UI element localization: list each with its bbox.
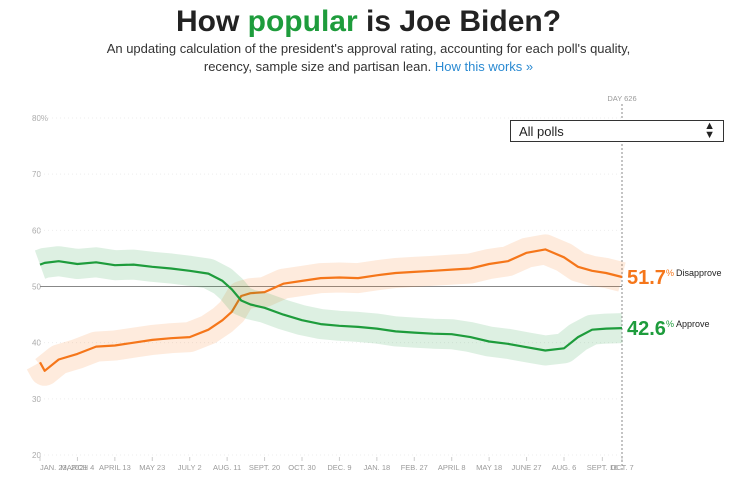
- x-tick-label: JAN. 18: [364, 463, 391, 472]
- end-value: 51.7: [627, 267, 666, 289]
- series-line: [39, 260, 623, 352]
- end-label: 42.6% Approve: [627, 318, 709, 340]
- subtitle-line: recency, sample size and partisan lean.: [203, 59, 432, 74]
- y-tick-label: 50: [32, 283, 41, 292]
- y-tick-label: 70: [32, 170, 41, 179]
- x-tick-label: APRIL 13: [99, 463, 131, 472]
- filter-arrows: ▲ ▼: [704, 120, 715, 141]
- end-unit: %: [666, 319, 674, 329]
- y-tick-label: 20: [32, 451, 41, 460]
- today-label: DAY 626: [607, 94, 636, 103]
- x-tick-label: SEPT. 20: [249, 463, 280, 472]
- x-tick-label: SEPT. 16: [587, 463, 618, 472]
- y-tick-label: 30: [32, 395, 41, 404]
- x-tick-label: MARCH 4: [61, 463, 95, 472]
- title-highlight: popular: [247, 5, 358, 38]
- x-tick-label: MAY 23: [139, 463, 165, 472]
- title-part: How: [175, 5, 240, 38]
- title-part: is Joe Biden?: [365, 5, 562, 38]
- subtitle: recency, sample size and partisan lean. …: [0, 58, 737, 76]
- x-tick-label: MAY 18: [476, 463, 502, 472]
- x-tick-label: JUNE 27: [512, 463, 542, 472]
- end-unit: %: [666, 268, 674, 278]
- x-tick-label: JULY 2: [178, 463, 202, 472]
- x-tick-label: OCT. 7: [610, 463, 633, 472]
- subtitle: An updating calculation of the president…: [106, 41, 631, 56]
- how-link[interactable]: How this works »: [434, 59, 534, 74]
- header: How popular is Joe Biden? An updating ca…: [0, 0, 737, 76]
- x-tick-label: APRIL 8: [438, 463, 466, 472]
- x-tick-label: OCT. 30: [288, 463, 316, 472]
- poll-filter[interactable]: All polls ▲ ▼: [510, 120, 724, 142]
- x-tick-label: AUG. 6: [552, 463, 577, 472]
- x-tick-label: AUG. 11: [213, 463, 241, 472]
- chart-title: How popular is Joe Biden?: [0, 4, 737, 40]
- x-tick-label: DEC. 9: [327, 463, 351, 472]
- end-value: 42.6: [627, 318, 666, 340]
- filter-label: All polls: [519, 124, 564, 139]
- y-tick-label: 60: [32, 226, 41, 235]
- y-tick-label: 40: [32, 339, 41, 348]
- end-label: 51.7% Disapprove: [627, 267, 721, 289]
- series-name: Disapprove: [676, 268, 722, 278]
- series-line: [39, 248, 623, 372]
- series-name: Approve: [676, 319, 710, 329]
- x-tick-label: JAN. 23, 2021: [40, 463, 88, 472]
- x-tick-label: FEB. 27: [401, 463, 428, 472]
